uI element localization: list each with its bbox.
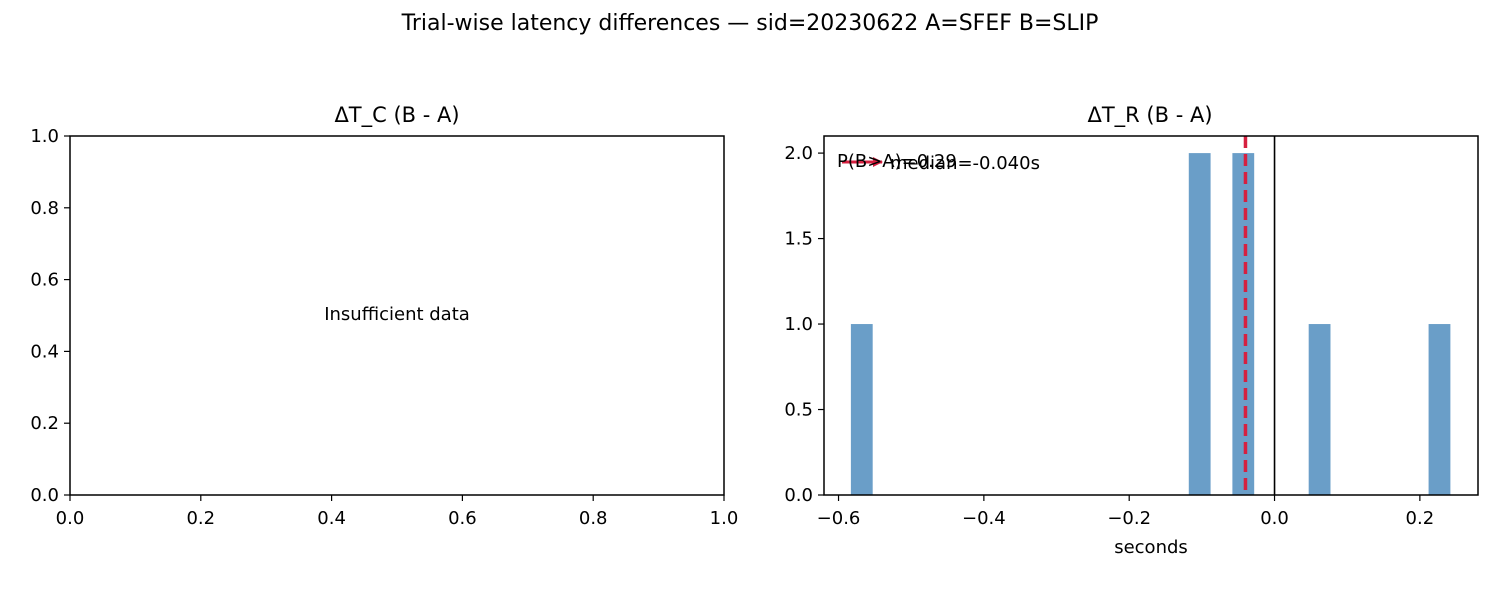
x-tick-label: 0.2	[186, 508, 215, 529]
x-tick-label: 0.0	[1260, 508, 1289, 529]
y-tick-label: 0.0	[30, 485, 59, 506]
histogram-bar	[850, 324, 873, 495]
x-axis-delta-tc: 0.0 0.2 0.4 0.6 0.8 1.0	[56, 495, 739, 529]
legend-probability-label: P(B>A)=0.29	[837, 151, 957, 172]
x-tick-label: 0.4	[317, 508, 346, 529]
legend-median-label: median=-0.040s	[890, 153, 1040, 174]
x-tick-label: 0.6	[448, 508, 477, 529]
x-axis-label-delta-tr: seconds	[1114, 537, 1188, 558]
panel-title-delta-tc: ΔT_C (B - A)	[334, 103, 459, 128]
y-tick-label: 0.4	[30, 341, 59, 362]
x-tick-label: −0.4	[962, 508, 1006, 529]
y-tick-label: 0.5	[784, 400, 813, 421]
plot-delta-tr	[850, 136, 1451, 495]
y-tick-label: 0.0	[784, 485, 813, 506]
x-tick-label: −0.6	[817, 508, 861, 529]
y-tick-label: 1.5	[784, 229, 813, 250]
histogram-bar	[1308, 324, 1331, 495]
x-tick-label: 0.8	[579, 508, 608, 529]
insufficient-data-message: Insufficient data	[324, 304, 470, 325]
histogram-bar	[1232, 153, 1255, 495]
y-axis-delta-tr: 0.0 0.5 1.0 1.5 2.0	[784, 143, 824, 506]
y-tick-label: 0.2	[30, 413, 59, 434]
histogram-bar	[1428, 324, 1451, 495]
axes-frame-delta-tc	[69, 135, 725, 496]
x-tick-label: 0.2	[1406, 508, 1435, 529]
histogram-bar	[1188, 153, 1211, 495]
y-tick-label: 2.0	[784, 143, 813, 164]
x-tick-label: −0.2	[1107, 508, 1151, 529]
x-tick-label: 0.0	[56, 508, 85, 529]
y-axis-delta-tc: 0.0 0.2 0.4 0.6 0.8 1.0	[30, 126, 70, 506]
panel-title-delta-tr: ΔT_R (B - A)	[1087, 103, 1212, 128]
panel-delta-tr: ΔT_R (B - A) −0.6 −0.4 −0.2 0.0 0.2 0.0 0.5 1.…	[784, 103, 1479, 558]
y-tick-label: 0.6	[30, 270, 59, 291]
x-tick-label: 1.0	[710, 508, 739, 529]
axes-frame-delta-tr	[823, 135, 1479, 496]
x-axis-delta-tr: −0.6 −0.4 −0.2 0.0 0.2	[817, 495, 1435, 529]
y-tick-label: 1.0	[784, 314, 813, 335]
legend-delta-tr: median=-0.040s P(B>A)=0.29	[837, 151, 1040, 174]
panel-delta-tc: ΔT_C (B - A) Insufficient data 0.0 0.2 0.4…	[30, 103, 738, 529]
y-tick-label: 0.8	[30, 198, 59, 219]
figure-suptitle: Trial-wise latency differences — sid=202…	[401, 11, 1099, 36]
legend-arrow-head-icon	[873, 157, 883, 167]
y-tick-label: 1.0	[30, 126, 59, 147]
